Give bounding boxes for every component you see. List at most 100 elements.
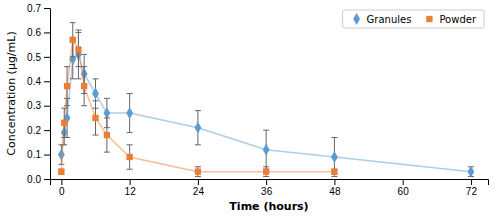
tick-label: 0.4: [27, 76, 41, 87]
legend-item: Powder: [426, 14, 477, 25]
tick-mark: [44, 106, 50, 107]
error-bar: [64, 67, 70, 106]
tick-label: 12: [125, 186, 137, 197]
chart: 0 12 24 36 48 60 72 0.0 0.1 0.2 0.3 0.4 0.5 0.6 0.7 Tim…: [0, 0, 500, 217]
point: [331, 169, 337, 175]
point: [81, 83, 87, 89]
tick: 0.1: [27, 149, 50, 160]
tick-mark: [44, 8, 50, 9]
error-bar: [104, 118, 110, 152]
point: [92, 88, 99, 100]
series-line: [61, 54, 471, 171]
point: [126, 107, 133, 119]
point: [70, 37, 76, 43]
axis-line: [44, 9, 51, 180]
tick-label: 0.7: [27, 3, 41, 14]
point: [58, 149, 65, 161]
error-bar: [81, 67, 87, 106]
point: [104, 132, 110, 138]
tick-label: 0.2: [27, 125, 41, 136]
x-axis-title: Time (hours): [229, 200, 308, 213]
point: [92, 115, 98, 121]
error-bar: [127, 145, 133, 169]
tick-label: 0.6: [27, 27, 41, 38]
tick-mark: [44, 57, 50, 58]
legend: Granules Powder: [343, 10, 484, 28]
point: [194, 122, 201, 134]
series-line: [61, 40, 334, 172]
tick-mark: [44, 155, 50, 156]
legend-item: Granules: [353, 13, 411, 25]
y-axis: 0.0 0.1 0.2 0.3 0.4 0.5 0.6 0.7: [27, 3, 50, 185]
tick: 0.2: [27, 125, 50, 136]
tick-mark: [61, 179, 62, 185]
x-axis: 0 12 24 36 48 60 72: [51, 179, 489, 197]
tick-mark: [44, 81, 50, 82]
point: [64, 83, 70, 89]
tick: 0: [59, 179, 65, 197]
tick: 0.5: [27, 52, 50, 63]
tick: 0.7: [27, 3, 50, 14]
error-bar: [331, 137, 337, 176]
error-bar: [331, 169, 337, 174]
error-bar: [75, 30, 81, 79]
legend-label: Powder: [439, 14, 476, 25]
marks: [58, 23, 474, 178]
point: [263, 169, 269, 175]
tick: 72: [466, 179, 478, 197]
tick: 0.0: [27, 174, 50, 185]
tick-mark: [266, 179, 267, 185]
error-bar: [127, 94, 133, 133]
tick-mark: [44, 32, 50, 33]
legend-box: [343, 10, 484, 28]
y-axis-title: Concentration (μg/mL): [5, 31, 18, 155]
error-bar: [263, 167, 269, 177]
error-bar: [195, 167, 201, 177]
tick: 0.3: [27, 100, 50, 111]
tick-label: 24: [193, 186, 205, 197]
tick-label: 60: [398, 186, 410, 197]
tick-mark: [44, 130, 50, 131]
series: [58, 23, 337, 177]
tick-label: 0.0: [27, 174, 41, 185]
tick-mark: [403, 179, 404, 185]
tick-label: 72: [466, 186, 478, 197]
error-bar: [93, 101, 99, 135]
legend-symbol: [353, 13, 360, 25]
tick: 0.6: [27, 27, 50, 38]
series: [58, 30, 474, 178]
tick-mark: [334, 179, 335, 185]
tick: 0.4: [27, 76, 50, 87]
point: [468, 166, 475, 178]
legend-label: Granules: [367, 14, 412, 25]
error-bar: [58, 169, 64, 174]
point: [331, 151, 338, 163]
tick: 36: [261, 179, 273, 197]
error-bar: [70, 23, 76, 57]
tick: 24: [193, 179, 205, 197]
tick: 60: [398, 179, 410, 197]
tick-label: 48: [329, 186, 341, 197]
point: [61, 120, 67, 126]
tick-mark: [471, 179, 472, 185]
point: [75, 46, 81, 52]
plot: 0 12 24 36 48 60 72 0.0 0.1 0.2 0.3 0.4 0.5 0.6 0.7 Tim…: [5, 3, 489, 213]
tick-label: 0: [59, 186, 65, 197]
point: [103, 107, 110, 119]
error-bar: [75, 32, 81, 66]
point: [126, 154, 132, 160]
tick-mark: [198, 179, 199, 185]
error-bar: [61, 108, 67, 137]
tick-mark: [130, 179, 131, 185]
error-bar: [195, 111, 201, 145]
tick-label: 0.1: [27, 149, 41, 160]
legend-symbol: [426, 16, 432, 22]
tick-label: 0.3: [27, 100, 41, 111]
axis-line: [51, 180, 489, 186]
point: [58, 169, 64, 175]
error-bar: [263, 130, 269, 169]
point: [195, 169, 201, 175]
tick: 48: [329, 179, 341, 197]
point: [263, 144, 270, 156]
tick: 12: [125, 179, 137, 197]
